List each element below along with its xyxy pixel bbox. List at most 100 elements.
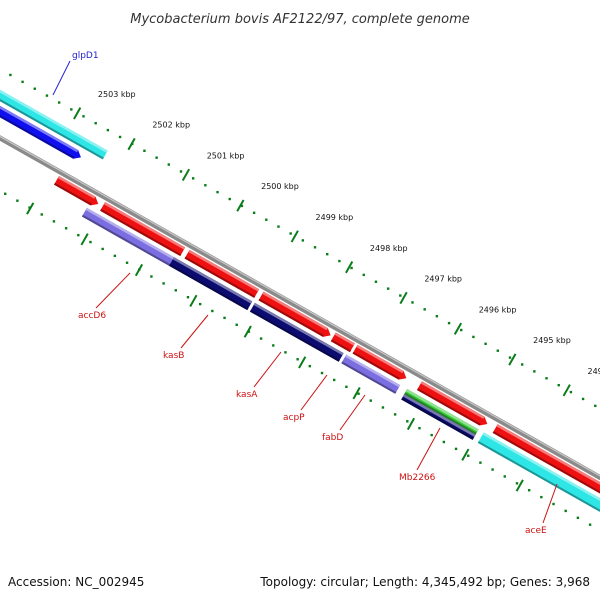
red-gene-2-shine xyxy=(103,202,186,250)
scale-dot-outer xyxy=(89,240,92,244)
scale-dot-inner xyxy=(545,377,548,380)
scale-dot-outer xyxy=(223,316,226,320)
scale-dot-outer xyxy=(211,309,214,313)
scale-dot-inner xyxy=(216,190,219,194)
kbp-tick-label: 2494 kbp xyxy=(588,367,600,376)
inner-major-tick xyxy=(453,322,463,335)
kbp-tick-label: 2503 kbp xyxy=(98,90,136,99)
gene-leader-line xyxy=(416,427,441,471)
scale-dot-inner xyxy=(362,273,365,277)
gene-leader-line xyxy=(300,374,328,411)
kbp-tick-label: 2500 kbp xyxy=(261,182,299,191)
scale-dot-inner xyxy=(289,232,292,235)
scale-dot-inner xyxy=(191,177,195,180)
gene-label[interactable]: kasB xyxy=(163,351,184,361)
navy-gene-kasb-shade xyxy=(168,264,249,311)
scale-dot-inner xyxy=(252,211,256,215)
scale-dot-inner xyxy=(155,156,158,159)
scale-dot-outer xyxy=(369,399,372,402)
scale-dot-outer xyxy=(588,523,592,526)
scale-dot-inner xyxy=(411,301,414,304)
inner-major-tick xyxy=(290,230,299,243)
outer-major-tick xyxy=(461,448,470,461)
scale-dot-outer xyxy=(150,275,153,278)
scale-dot-inner xyxy=(496,349,499,352)
scale-dot-inner xyxy=(581,397,585,401)
scale-dot-outer xyxy=(345,385,348,389)
scale-dot-outer xyxy=(381,406,385,409)
red-gene-4-shine xyxy=(262,291,328,331)
scale-dot-inner xyxy=(386,287,390,290)
gene-label[interactable]: glpD1 xyxy=(72,51,99,61)
kbp-tick-marks: 2503 kbp 2502 kbp 2501 kbp 2500 kbp 2499 kbp… xyxy=(26,90,600,492)
kbp-tick-label: 2499 kbp xyxy=(316,213,354,222)
scale-dot-outer xyxy=(40,213,43,216)
inner-major-tick xyxy=(181,168,191,181)
gene-label[interactable]: acpP xyxy=(283,413,305,423)
scale-dot-inner xyxy=(240,204,244,208)
outer-major-tick xyxy=(26,202,35,215)
scale-dot-inner xyxy=(301,239,305,242)
scale-dot-outer xyxy=(576,516,580,520)
scale-dot-outer xyxy=(28,206,31,209)
red-gene-8-shade xyxy=(492,431,600,494)
red-gene-6 xyxy=(352,344,407,380)
scale-dot-inner xyxy=(313,246,317,249)
scale-dot-inner xyxy=(167,163,171,166)
scale-dot-outer xyxy=(272,344,275,347)
gene-label[interactable]: fabD xyxy=(322,433,343,443)
gene-leader-line xyxy=(180,314,209,349)
gene-label[interactable]: Mb2266 xyxy=(399,473,436,483)
scale-dot-inner xyxy=(326,252,329,256)
red-gene-4-shade xyxy=(258,298,324,337)
navy-gene-kasa xyxy=(249,302,344,362)
scale-dot-outer xyxy=(125,261,129,264)
scale-dot-inner xyxy=(143,149,146,152)
scale-dot-outer xyxy=(235,323,238,326)
gene-label[interactable]: accD6 xyxy=(78,311,106,321)
outer-major-tick xyxy=(134,263,144,277)
gene-labels: glpD1 accD6 kasB kasA acpP fabD Mb2266 aceE xyxy=(52,51,558,536)
map-title: Mycobacterium bovis AF2122/97, complete … xyxy=(130,12,469,27)
outer-major-tick xyxy=(352,387,361,400)
red-gene-1-shade xyxy=(54,182,92,206)
kbp-tick-label: 2497 kbp xyxy=(424,275,462,284)
cyan-gene-acee xyxy=(477,432,600,512)
scale-dot-outer xyxy=(3,192,7,195)
scale-dot-outer xyxy=(162,282,165,285)
scale-dot-outer xyxy=(101,247,104,251)
scale-dot-outer xyxy=(320,371,324,375)
violet-gene-accd6-shade xyxy=(81,214,170,266)
red-gene-6-shade xyxy=(352,351,400,380)
navy-gene-mb2266b-shine xyxy=(402,394,476,437)
scale-dot-outer xyxy=(430,433,433,437)
red-gene-1 xyxy=(54,175,99,206)
red-gene-5 xyxy=(330,332,355,353)
scale-dot-outer xyxy=(540,495,543,499)
scale-dot-inner xyxy=(423,308,426,311)
scale-dot-outer xyxy=(564,509,567,513)
scale-dot-outer xyxy=(357,392,360,395)
violet-gene-accd6 xyxy=(81,207,174,266)
scale-dot-inner xyxy=(82,115,85,118)
gene-label[interactable]: aceE xyxy=(525,526,547,536)
outer-major-tick xyxy=(515,479,524,492)
gene-leader-line xyxy=(542,483,558,524)
red-gene-6-shine xyxy=(356,344,404,374)
genome-backbone xyxy=(0,135,600,481)
scale-dot-outer xyxy=(418,426,421,430)
navy-gene-kasb-shine xyxy=(172,257,253,304)
green-gene-mb2266-shade xyxy=(404,392,477,435)
scale-dot-inner xyxy=(33,87,36,90)
gene-label[interactable]: kasA xyxy=(236,390,258,400)
scale-dot-outer xyxy=(198,302,202,306)
scale-dot-outer xyxy=(552,502,555,506)
scale-dot-inner xyxy=(9,73,12,77)
inner-major-tick xyxy=(508,353,517,366)
scale-dot-inner xyxy=(57,101,61,104)
red-gene-2 xyxy=(100,202,186,257)
scale-dot-inner xyxy=(338,259,341,263)
scale-dot-inner xyxy=(45,94,49,97)
cyan-gene-left-shine xyxy=(0,89,108,153)
